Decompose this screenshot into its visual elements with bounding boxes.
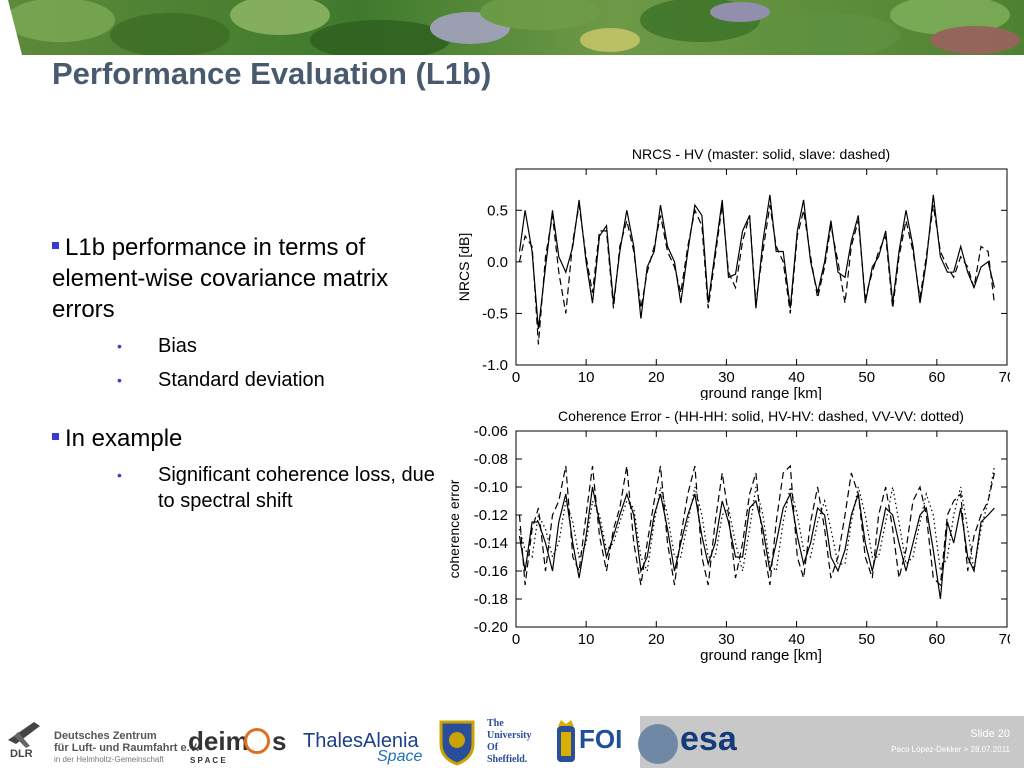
x-tick-label: 20 xyxy=(648,631,665,648)
chart-title: Coherence Error - (HH-HH: solid, HV-HV: … xyxy=(558,408,964,424)
deimos-logo: deim s S P A C E xyxy=(188,722,288,766)
deimos-orbit-icon xyxy=(244,728,270,754)
square-bullet-icon xyxy=(52,433,59,441)
foi-logo: FOI xyxy=(555,718,630,766)
x-tick-label: 50 xyxy=(858,369,875,386)
slide-number: Slide 20 xyxy=(970,728,1010,740)
sub-bullet-text: Bias xyxy=(158,335,197,357)
bullet-text: In example xyxy=(65,425,183,452)
esa-name: esa xyxy=(680,720,737,758)
thales-name: ThalesAlenia xyxy=(303,730,419,752)
y-tick-label: -0.10 xyxy=(474,479,508,496)
slide-title: Performance Evaluation (L1b) xyxy=(52,56,492,91)
nrcs-chart: NRCS - HV (master: solid, slave: dashed)… xyxy=(456,146,1010,400)
footer-band xyxy=(640,716,1024,768)
dlr-name-line2: für Luft- und Raumfahrt e.V. xyxy=(54,742,200,754)
series-line-slave xyxy=(518,204,995,345)
y-tick-label: -0.14 xyxy=(474,535,508,552)
x-tick-label: 40 xyxy=(788,369,805,386)
sheffield-line1: The xyxy=(487,718,504,729)
dlr-wing-icon xyxy=(8,722,40,748)
x-tick-label: 10 xyxy=(578,631,595,648)
x-axis-label: ground range [km] xyxy=(700,385,822,400)
deimos-name-end: s xyxy=(272,726,287,756)
y-tick-label: -0.06 xyxy=(474,423,508,440)
series-line-master xyxy=(518,194,995,329)
y-tick-label: -0.08 xyxy=(474,451,508,468)
y-tick-label: -0.12 xyxy=(474,507,508,524)
x-tick-label: 0 xyxy=(512,369,520,386)
coherence-error-chart: Coherence Error - (HH-HH: solid, HV-HV: … xyxy=(450,408,1010,664)
dlr-name-line3: in der Helmholtz-Gemeinschaft xyxy=(54,755,164,764)
x-tick-label: 70 xyxy=(999,631,1010,648)
dlr-mark: DLR xyxy=(10,748,33,760)
plot-frame xyxy=(515,430,1008,628)
deimos-name: deim xyxy=(188,726,249,756)
x-tick-label: 50 xyxy=(858,631,875,648)
crown-shield-icon xyxy=(557,720,575,762)
esa-logo: esa xyxy=(638,718,758,766)
deimos-sub: S P A C E xyxy=(190,756,226,765)
square-bullet-icon xyxy=(52,242,59,250)
y-axis-label: NRCS [dB] xyxy=(456,233,472,301)
bullet-item: In example xyxy=(52,423,432,454)
series-line-hh-hh xyxy=(518,486,995,600)
x-tick-label: 20 xyxy=(648,369,665,386)
x-tick-label: 0 xyxy=(512,631,520,648)
x-tick-label: 30 xyxy=(718,369,735,386)
sub-bullet-item: • Standard deviation xyxy=(52,367,432,393)
thales-sub: Space xyxy=(377,748,423,765)
x-tick-label: 70 xyxy=(999,369,1010,386)
dlr-logo: DLR Deutsches Zentrum für Luft- und Raum… xyxy=(4,716,199,766)
x-tick-label: 60 xyxy=(929,631,946,648)
series-line-hv-hv xyxy=(518,464,995,587)
y-tick-label: -0.20 xyxy=(474,619,508,636)
y-tick-label: -0.18 xyxy=(474,591,508,608)
author-date: Paco López-Dekker > 28.07.2011 xyxy=(891,745,1010,754)
bullet-text: L1b performance in terms of element-wise… xyxy=(52,234,389,323)
sheffield-line4: Sheffield. xyxy=(487,754,528,765)
bullet-item: L1b performance in terms of element-wise… xyxy=(52,232,432,325)
sub-bullet-text: Standard deviation xyxy=(158,369,325,391)
x-tick-label: 60 xyxy=(929,369,946,386)
bullet-list: L1b performance in terms of element-wise… xyxy=(52,232,435,514)
y-tick-label: -0.16 xyxy=(474,563,508,580)
plot-frame xyxy=(515,168,1008,366)
sub-bullet-item: • Significant coherence loss, due to spec… xyxy=(52,462,438,514)
forest-banner-image xyxy=(0,0,1024,55)
globe-icon xyxy=(638,724,678,764)
sheffield-logo: The University Of Sheffield. xyxy=(433,718,553,768)
x-tick-label: 30 xyxy=(718,631,735,648)
sheffield-line3: Of xyxy=(487,742,499,753)
series-line-vv-vv xyxy=(518,465,995,574)
dot-bullet-icon: • xyxy=(117,467,122,483)
chart-title: NRCS - HV (master: solid, slave: dashed) xyxy=(632,146,890,162)
y-tick-label: 0.0 xyxy=(487,254,508,271)
thales-alenia-logo: ThalesAlenia Space xyxy=(303,724,423,766)
x-axis-label: ground range [km] xyxy=(700,647,822,664)
foi-name: FOI xyxy=(579,724,623,754)
sub-bullet-item: • Bias xyxy=(52,333,432,359)
y-axis-label: coherence error xyxy=(450,479,462,578)
dot-bullet-icon: • xyxy=(117,372,122,388)
dlr-name-line1: Deutsches Zentrum xyxy=(54,730,157,742)
y-tick-label: -1.0 xyxy=(482,357,508,374)
sheffield-line2: University xyxy=(487,730,532,741)
sub-bullet-text: Significant coherence loss, due to spect… xyxy=(158,464,435,512)
x-tick-label: 40 xyxy=(788,631,805,648)
y-tick-label: -0.5 xyxy=(482,305,508,322)
x-tick-label: 10 xyxy=(578,369,595,386)
y-tick-label: 0.5 xyxy=(487,202,508,219)
dot-bullet-icon: • xyxy=(117,338,122,354)
crest-icon xyxy=(439,720,475,766)
